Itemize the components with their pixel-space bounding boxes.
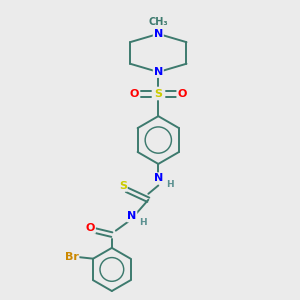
- Text: N: N: [154, 173, 163, 183]
- Text: CH₃: CH₃: [148, 17, 168, 27]
- Text: O: O: [130, 88, 139, 99]
- Text: H: H: [140, 218, 147, 227]
- Text: O: O: [178, 88, 187, 99]
- Text: Br: Br: [65, 252, 79, 262]
- Text: N: N: [127, 212, 136, 221]
- Text: N: N: [154, 29, 163, 39]
- Text: O: O: [85, 223, 95, 233]
- Text: S: S: [119, 181, 127, 191]
- Text: S: S: [154, 88, 162, 99]
- Text: N: N: [154, 67, 163, 77]
- Text: H: H: [166, 180, 174, 189]
